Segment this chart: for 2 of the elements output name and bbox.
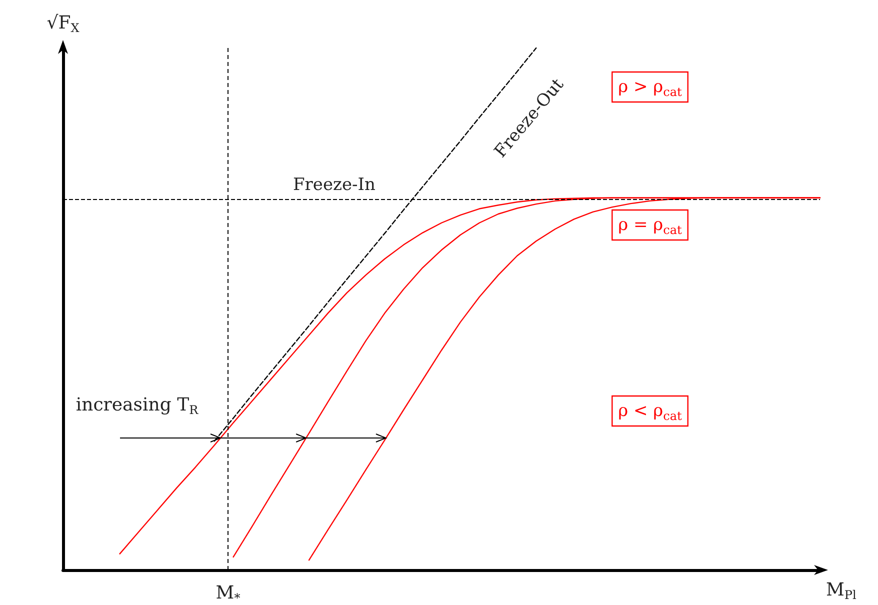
text: M* [216,582,240,605]
ref-line-label: Freeze-In [293,174,376,195]
